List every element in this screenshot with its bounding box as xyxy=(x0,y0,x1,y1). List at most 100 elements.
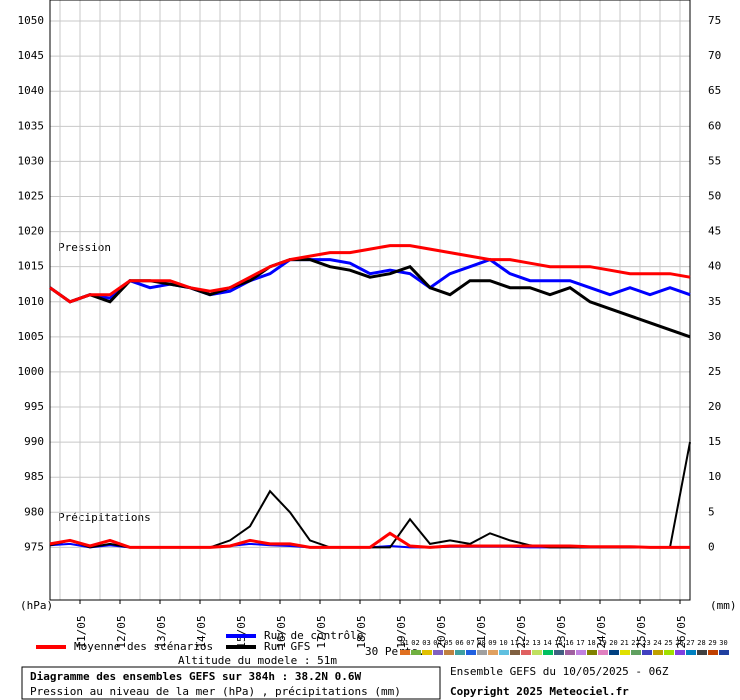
perturbation-label: 06 xyxy=(455,639,463,647)
perturbation-swatch xyxy=(609,650,619,655)
x-tick-label: 25/05 xyxy=(635,615,648,648)
x-tick-label: 14/05 xyxy=(195,615,208,648)
y-tick-label: 1035 xyxy=(18,119,45,132)
perturbation-label: 18 xyxy=(587,639,595,647)
x-tick-label: 26/05 xyxy=(675,615,688,648)
perturbation-label: 04 xyxy=(433,639,441,647)
model-altitude: Altitude du modele : 51m xyxy=(178,654,337,667)
perturbation-label: 21 xyxy=(620,639,628,647)
perturbation-swatch xyxy=(400,650,410,655)
y2-tick-label: 25 xyxy=(708,365,721,378)
y2-unit: (mm) xyxy=(710,599,737,612)
perturbation-label: 23 xyxy=(642,639,650,647)
precip-line xyxy=(49,531,690,549)
perturbation-label: 26 xyxy=(675,639,683,647)
x-tick-label: 22/05 xyxy=(515,615,528,648)
perturbation-label: 01 xyxy=(400,639,408,647)
info-box xyxy=(21,666,441,700)
x-tick-label: 18/05 xyxy=(355,615,368,648)
y2-tick-label: 45 xyxy=(708,225,721,238)
pressure-line xyxy=(49,244,691,304)
box-title: Diagramme des ensembles GEFS sur 384h : … xyxy=(30,670,362,683)
precip-label: Précipitations xyxy=(58,511,151,524)
perturbation-label: 02 xyxy=(411,639,419,647)
y2-tick-label: 65 xyxy=(708,84,721,97)
perturbation-swatch xyxy=(675,650,685,655)
perturbation-swatch xyxy=(554,650,564,655)
y2-tick-label: 55 xyxy=(708,154,721,167)
y-tick-label: 1010 xyxy=(18,295,45,308)
x-tick-label: 15/05 xyxy=(235,615,248,648)
y2-tick-label: 15 xyxy=(708,435,721,448)
perturbation-label: 12 xyxy=(521,639,529,647)
perturbation-label: 17 xyxy=(576,639,584,647)
legend-label: Run de contrôle xyxy=(264,629,363,642)
perturbation-label: 30 xyxy=(719,639,727,647)
perturbation-swatch xyxy=(532,650,542,655)
y-tick-label: 995 xyxy=(24,400,44,413)
y2-tick-label: 30 xyxy=(708,330,721,343)
perturbation-swatch xyxy=(686,650,696,655)
perturbation-label: 03 xyxy=(422,639,430,647)
y2-tick-label: 40 xyxy=(708,260,721,273)
y-tick-label: 990 xyxy=(24,435,44,448)
perturbation-label: 20 xyxy=(609,639,617,647)
perturbation-label: 16 xyxy=(565,639,573,647)
y-tick-label: 1000 xyxy=(18,365,45,378)
box-subtitle: Pression au niveau de la mer (hPa) , pré… xyxy=(30,685,401,698)
y-tick-label: 1015 xyxy=(18,260,45,273)
perturbation-label: 07 xyxy=(466,639,474,647)
y2-tick-label: 50 xyxy=(708,189,721,202)
y2-tick-label: 75 xyxy=(708,14,721,27)
pressure-label: Pression xyxy=(58,241,111,254)
perturbation-swatch xyxy=(521,650,531,655)
perturbation-swatch xyxy=(444,650,454,655)
y-tick-label: 1040 xyxy=(18,84,45,97)
pressure-line xyxy=(49,257,691,304)
copyright: Copyright 2025 Meteociel.fr xyxy=(450,685,629,698)
perturbation-label: 25 xyxy=(664,639,672,647)
y-tick-label: 1050 xyxy=(18,14,45,27)
perturbation-swatch xyxy=(587,650,597,655)
y2-tick-label: 35 xyxy=(708,295,721,308)
perturbation-swatch xyxy=(477,650,487,655)
perturbation-label: 29 xyxy=(708,639,716,647)
perturbation-swatch xyxy=(631,650,641,655)
perturbation-label: 05 xyxy=(444,639,452,647)
x-tick-label: 16/05 xyxy=(275,615,288,648)
run-info: Ensemble GEFS du 10/05/2025 - 06Z xyxy=(450,665,669,678)
x-tick-label: 19/05 xyxy=(395,615,408,648)
perturbation-swatch xyxy=(565,650,575,655)
y-tick-label: 1030 xyxy=(18,154,45,167)
perturbation-label: 15 xyxy=(554,639,562,647)
x-tick-label: 24/05 xyxy=(595,615,608,648)
x-tick-label: 23/05 xyxy=(555,615,568,648)
perturbation-label: 24 xyxy=(653,639,661,647)
y-tick-label: 1025 xyxy=(18,189,45,202)
legend-label: Moyenne des scénarios xyxy=(74,640,213,653)
perturbation-swatch xyxy=(664,650,674,655)
perturbation-label: 13 xyxy=(532,639,540,647)
perturbation-swatch xyxy=(499,650,509,655)
perturbation-swatch xyxy=(455,650,465,655)
perturbation-swatch xyxy=(411,650,421,655)
x-tick-label: 13/05 xyxy=(155,615,168,648)
legend-label: Run GFS xyxy=(264,640,310,653)
y2-tick-label: 20 xyxy=(708,400,721,413)
perturbation-swatch xyxy=(466,650,476,655)
y-tick-label: 985 xyxy=(24,470,44,483)
perturbation-swatch xyxy=(642,650,652,655)
y2-tick-label: 0 xyxy=(708,540,715,553)
perturbation-swatch xyxy=(708,650,718,655)
perturbation-swatch xyxy=(433,650,443,655)
pressure-line xyxy=(49,258,691,339)
perturbation-swatch xyxy=(697,650,707,655)
perturbation-label: 11 xyxy=(510,639,518,647)
perturbation-label: 27 xyxy=(686,639,694,647)
y2-tick-label: 10 xyxy=(708,470,721,483)
y-tick-label: 980 xyxy=(24,505,44,518)
perturbation-label: 09 xyxy=(488,639,496,647)
y-tick-label: 1020 xyxy=(18,225,45,238)
perturbation-swatch xyxy=(543,650,553,655)
